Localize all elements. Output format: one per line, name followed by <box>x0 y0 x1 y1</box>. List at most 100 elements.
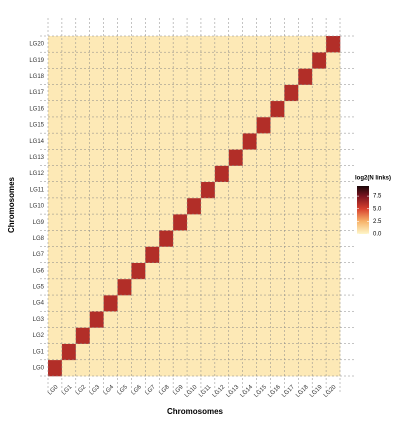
heat-cell <box>228 343 243 361</box>
heat-cell <box>173 262 188 280</box>
heat-cell <box>48 278 63 296</box>
heat-cell <box>145 278 160 296</box>
heat-cell <box>214 100 230 118</box>
heat-cell <box>117 197 132 215</box>
heat-cell <box>75 165 91 183</box>
heat-cell <box>200 262 216 280</box>
heat-cell <box>131 197 146 215</box>
heat-cell <box>117 116 132 134</box>
colorbar-label: 7.5 <box>373 194 382 200</box>
heat-cell <box>214 197 230 215</box>
heat-cell <box>214 262 230 280</box>
y-tick-label: LG10 <box>29 204 44 210</box>
heat-cell <box>256 84 271 102</box>
heat-cell <box>256 214 271 231</box>
heat-cell <box>75 327 91 344</box>
heat-cell <box>200 165 216 183</box>
heat-cell <box>200 149 216 166</box>
heat-cell <box>326 246 341 263</box>
heat-cell <box>173 359 188 377</box>
heat-cell <box>187 327 202 344</box>
heat-cell <box>187 197 202 215</box>
y-tick-label: LG6 <box>33 268 45 274</box>
heat-cell <box>312 295 327 312</box>
x-tick-label: LG14 <box>240 384 255 399</box>
heat-cell <box>326 230 341 247</box>
heat-cell <box>103 343 118 361</box>
y-tick-label: LG15 <box>29 123 44 129</box>
y-tick-label: LG4 <box>33 301 45 307</box>
heat-cell <box>256 343 271 361</box>
heat-cell <box>312 68 327 85</box>
heat-cell <box>75 246 91 263</box>
heat-cell <box>284 262 299 280</box>
heat-cell <box>270 133 285 150</box>
heat-cell <box>61 181 77 199</box>
heat-cell <box>187 278 202 296</box>
heat-cell <box>145 165 160 183</box>
heat-cell <box>298 36 313 53</box>
heat-cell <box>75 214 91 231</box>
heat-cell <box>48 149 63 166</box>
heat-cell <box>270 246 285 263</box>
heat-cell <box>326 100 341 118</box>
heat-cell <box>173 181 188 199</box>
heat-cell <box>103 295 118 312</box>
heat-cell <box>131 181 146 199</box>
heat-cell <box>75 100 91 118</box>
heat-cell <box>242 246 257 263</box>
heat-cell <box>298 311 313 328</box>
heat-cell <box>214 36 230 53</box>
heat-cell <box>61 343 77 361</box>
heat-cell <box>256 36 271 53</box>
heat-cell <box>48 133 63 150</box>
heat-cell <box>145 52 160 69</box>
heat-cell <box>131 68 146 85</box>
heat-cell <box>284 197 299 215</box>
heat-cell <box>89 116 104 134</box>
heat-cell <box>89 262 104 280</box>
heat-cell <box>48 311 63 328</box>
heat-cell <box>228 214 243 231</box>
heat-cell <box>48 359 63 377</box>
x-tick-label: LG20 <box>323 384 338 399</box>
heat-cell <box>256 311 271 328</box>
heat-cell <box>326 181 341 199</box>
heat-cell <box>187 311 202 328</box>
heat-cell <box>187 36 202 53</box>
heat-cell <box>145 343 160 361</box>
heat-cell <box>214 246 230 263</box>
heat-cell <box>173 52 188 69</box>
heat-cell <box>284 84 299 102</box>
heat-cell <box>61 68 77 85</box>
heat-cell <box>75 84 91 102</box>
heat-cell <box>326 278 341 296</box>
heat-cell <box>117 52 132 69</box>
heat-cell <box>48 165 63 183</box>
heat-cell <box>298 278 313 296</box>
heat-cell <box>256 262 271 280</box>
heat-cell <box>61 197 77 215</box>
heat-cell <box>131 343 146 361</box>
heat-cell <box>159 197 174 215</box>
x-tick-label: LG11 <box>198 384 213 399</box>
heat-cell <box>145 359 160 377</box>
heat-cell <box>159 295 174 312</box>
heat-cell <box>145 311 160 328</box>
heat-cell <box>131 311 146 328</box>
heat-cell <box>214 327 230 344</box>
heat-cell <box>242 295 257 312</box>
heat-cell <box>103 149 118 166</box>
heat-cell <box>242 327 257 344</box>
heat-cell <box>270 165 285 183</box>
heat-cell <box>117 262 132 280</box>
heat-cell <box>312 262 327 280</box>
heat-cell <box>131 359 146 377</box>
heat-cell <box>326 165 341 183</box>
heat-cell <box>298 100 313 118</box>
heat-cell <box>117 343 132 361</box>
heat-cell <box>256 359 271 377</box>
heat-cell <box>75 278 91 296</box>
heat-cell <box>103 359 118 377</box>
heat-cell <box>242 230 257 247</box>
